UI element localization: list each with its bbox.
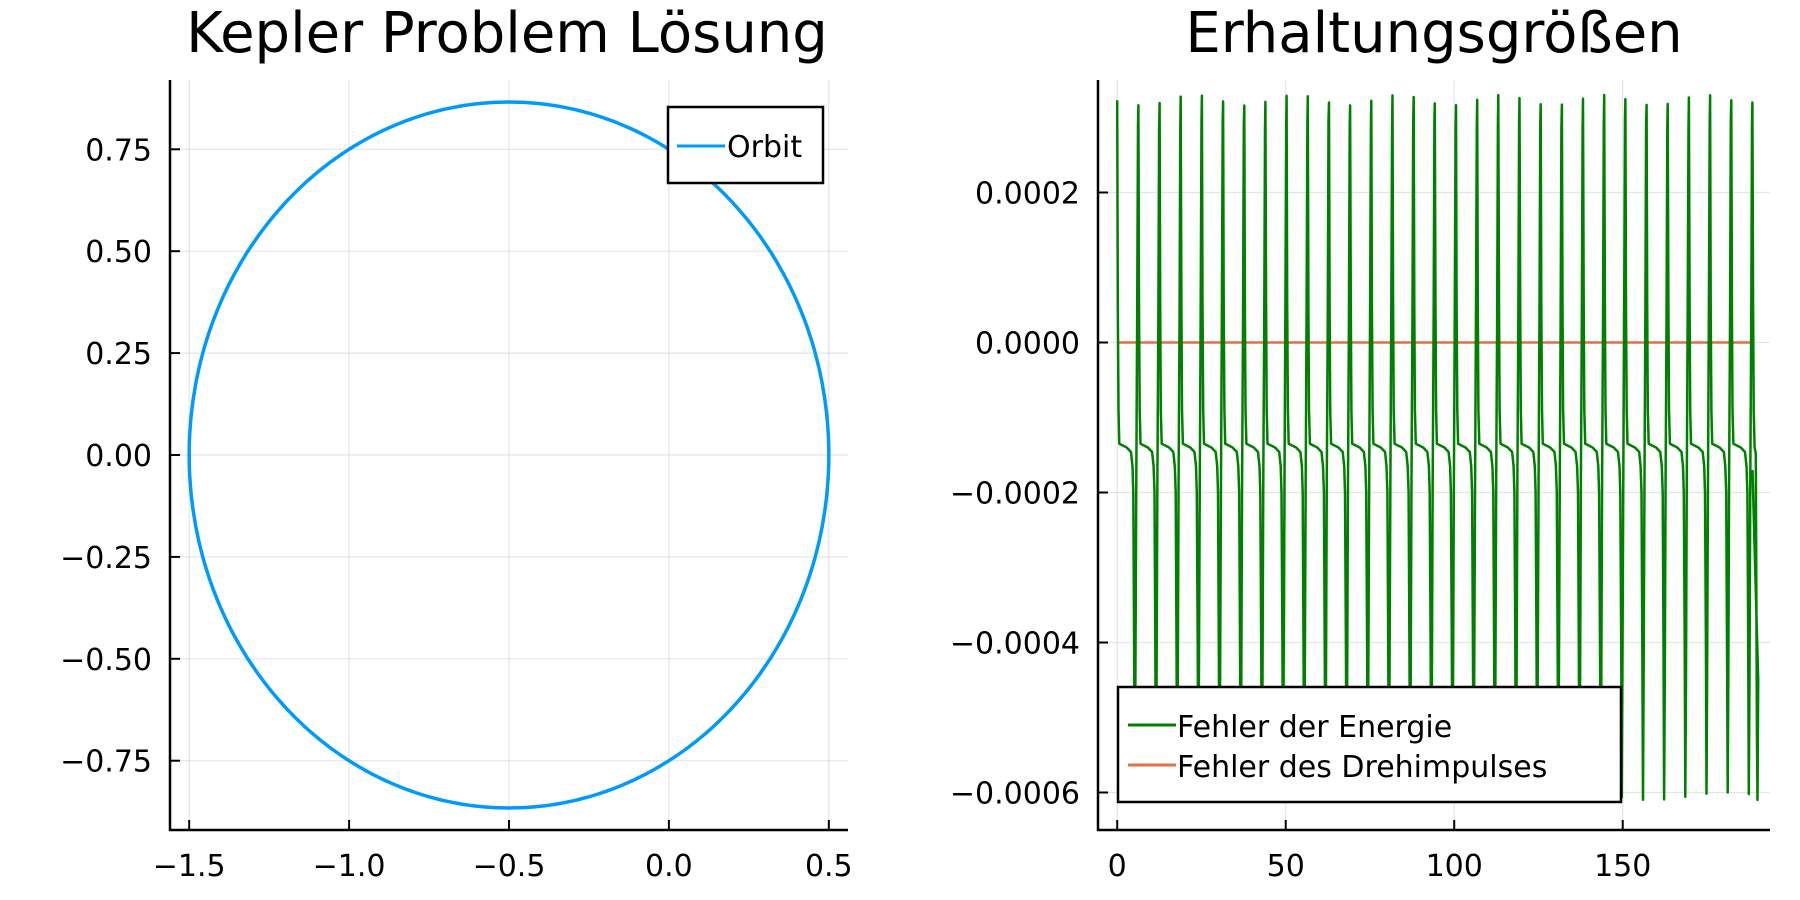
right-chart-legend: Fehler der Energie Fehler des Drehimpuls… bbox=[1116, 685, 1623, 804]
x-tick-label: 100 bbox=[1426, 849, 1483, 884]
y-tick-label: 0.25 bbox=[85, 337, 152, 372]
y-tick-label: 0.0000 bbox=[975, 327, 1080, 362]
left-chart-legend: Orbit bbox=[666, 105, 825, 185]
y-tick-label: −0.75 bbox=[60, 745, 152, 780]
y-tick-label: 0.75 bbox=[85, 133, 152, 168]
y-tick-label: 0.0002 bbox=[975, 177, 1080, 212]
left-chart-grid bbox=[170, 80, 848, 830]
conserved-quantities-panel: Erhaltungsgrößen 0 50 100 150 0.0002 0.0000 −0… bbox=[950, 1, 1770, 884]
right-chart-series bbox=[1115, 93, 1760, 802]
x-tick-label: −0.5 bbox=[473, 849, 546, 884]
left-chart-ticks: −1.5 −1.0 −0.5 0.0 0.5 0.75 0.50 0.25 0.00 −0.25 −… bbox=[60, 133, 853, 884]
left-chart-title: Kepler Problem Lösung bbox=[186, 1, 828, 66]
legend-label-orbit: Orbit bbox=[727, 130, 802, 165]
y-tick-label: −0.0002 bbox=[950, 477, 1080, 512]
right-chart-axes bbox=[1096, 80, 1770, 832]
legend-label-angular-momentum-error: Fehler des Drehimpulses bbox=[1177, 750, 1547, 785]
y-tick-label: 0.00 bbox=[85, 439, 152, 474]
legend-label-energy-error: Fehler der Energie bbox=[1177, 710, 1452, 745]
energy-error-line bbox=[1115, 93, 1760, 802]
y-tick-label: −0.0004 bbox=[950, 627, 1080, 662]
x-tick-label: 0 bbox=[1108, 849, 1127, 884]
y-tick-label: −0.0006 bbox=[950, 777, 1080, 812]
kepler-orbit-panel: Kepler Problem Lösung −1.5 −1.0 −0.5 0.0 0.5… bbox=[60, 1, 853, 884]
right-legend-box bbox=[1116, 685, 1623, 804]
right-chart-ticks: 0 50 100 150 0.0002 0.0000 −0.0002 −0.0004 −0.00… bbox=[950, 177, 1651, 885]
right-chart-title: Erhaltungsgrößen bbox=[1185, 1, 1682, 66]
x-tick-label: 0.5 bbox=[805, 849, 853, 884]
x-tick-label: 50 bbox=[1267, 849, 1305, 884]
x-tick-label: −1.0 bbox=[313, 849, 386, 884]
x-tick-label: 0.0 bbox=[645, 849, 693, 884]
y-tick-label: 0.50 bbox=[85, 235, 152, 270]
y-tick-label: −0.25 bbox=[60, 541, 152, 576]
y-tick-label: −0.50 bbox=[60, 643, 152, 678]
x-tick-label: 150 bbox=[1594, 849, 1651, 884]
x-tick-label: −1.5 bbox=[153, 849, 226, 884]
